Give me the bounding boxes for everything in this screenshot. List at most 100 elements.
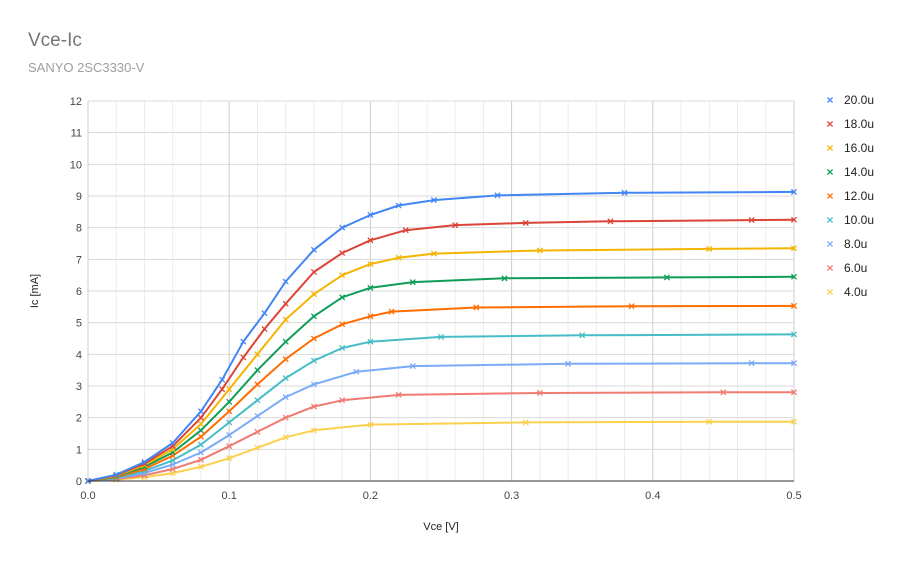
y-tick-label: 6	[76, 286, 82, 298]
data-point	[226, 432, 233, 439]
legend-marker	[826, 288, 834, 296]
data-point	[395, 254, 402, 261]
data-point	[141, 458, 148, 466]
legend-label: 10.0u	[844, 213, 874, 227]
series-line-16.0u	[87, 247, 795, 482]
data-point	[282, 316, 289, 323]
data-point	[254, 428, 261, 435]
data-point	[197, 433, 205, 440]
data-point	[310, 335, 317, 342]
data-point	[254, 397, 261, 404]
legend-marker	[826, 96, 834, 104]
data-point	[197, 427, 205, 434]
data-point	[790, 188, 798, 195]
x-tick-label: 0.5	[786, 490, 801, 502]
legend-marker	[826, 264, 834, 272]
data-point	[706, 418, 713, 425]
y-axis-label: Ic [mA]	[29, 274, 41, 308]
y-tick-label: 2	[76, 413, 82, 425]
data-point	[261, 310, 268, 317]
data-point	[339, 344, 346, 352]
data-point	[790, 273, 798, 280]
chart-title: Vce-Ic	[28, 30, 82, 51]
data-point	[226, 443, 233, 450]
data-point	[254, 413, 261, 420]
data-point	[254, 444, 261, 451]
data-point	[790, 389, 798, 396]
data-point	[254, 381, 261, 388]
legend-marker	[826, 144, 834, 152]
x-tick-label: 0.0	[80, 490, 95, 502]
data-point	[430, 197, 437, 204]
legend-marker	[826, 120, 834, 128]
data-point	[437, 333, 445, 340]
data-point	[282, 338, 289, 345]
data-point	[339, 321, 346, 328]
data-point	[282, 375, 289, 382]
x-tick-label: 0.1	[222, 490, 237, 502]
data-point	[790, 418, 798, 425]
x-tick-label: 0.2	[363, 490, 378, 502]
series-line-8.0u	[87, 362, 794, 482]
data-point	[748, 360, 755, 367]
data-point	[536, 247, 543, 254]
data-point	[790, 245, 798, 252]
y-tick-label: 4	[76, 349, 82, 361]
y-tick-label: 12	[70, 96, 82, 108]
data-point	[353, 368, 360, 375]
data-point	[367, 313, 374, 320]
data-point	[282, 300, 289, 307]
data-point	[565, 360, 572, 367]
data-point	[494, 192, 501, 199]
data-point	[282, 394, 289, 401]
data-point	[282, 356, 289, 363]
data-point	[536, 389, 543, 397]
legend-marker	[826, 240, 834, 248]
data-point	[254, 367, 261, 374]
legend-label: 4.0u	[844, 285, 867, 299]
data-point	[628, 303, 635, 310]
data-point	[219, 376, 226, 383]
data-point	[310, 381, 317, 388]
data-point	[367, 421, 374, 428]
data-point	[339, 272, 346, 279]
legend-label: 8.0u	[844, 237, 867, 251]
data-point	[621, 189, 628, 196]
y-tick-label: 7	[76, 254, 82, 266]
y-tick-label: 1	[76, 444, 82, 456]
y-tick-label: 9	[76, 191, 82, 203]
data-point	[197, 414, 205, 421]
data-point	[790, 216, 798, 223]
data-point	[367, 261, 374, 268]
data-point	[282, 434, 289, 441]
data-point	[473, 304, 480, 311]
data-point	[367, 284, 374, 291]
series-line-18.0u	[87, 218, 795, 482]
data-point	[169, 457, 176, 464]
legend-label: 18.0u	[844, 117, 874, 131]
data-point	[261, 325, 268, 333]
y-tick-label: 5	[76, 318, 82, 330]
legend-label: 20.0u	[844, 93, 874, 107]
data-point	[197, 456, 205, 463]
data-point	[197, 463, 205, 470]
y-tick-label: 10	[70, 159, 82, 171]
data-point	[310, 246, 317, 253]
data-point	[501, 275, 508, 282]
y-tick-label: 8	[76, 223, 82, 235]
data-point	[522, 419, 529, 426]
data-point	[226, 455, 233, 462]
data-point	[339, 224, 346, 231]
series-line-14.0u	[87, 275, 795, 482]
data-point	[409, 279, 416, 286]
data-point	[522, 219, 529, 226]
data-point	[310, 313, 317, 320]
data-point	[169, 439, 176, 447]
legend: 20.0u 18.0u 16.0u 14.0u 12.0u 10.0u 8.0u 6.0u 4.…	[826, 93, 874, 299]
x-tick-label: 0.4	[645, 490, 660, 502]
data-point	[169, 465, 176, 473]
chart-subtitle: SANYO 2SC3330-V	[28, 60, 145, 75]
data-point	[395, 202, 402, 209]
data-point	[367, 211, 374, 219]
